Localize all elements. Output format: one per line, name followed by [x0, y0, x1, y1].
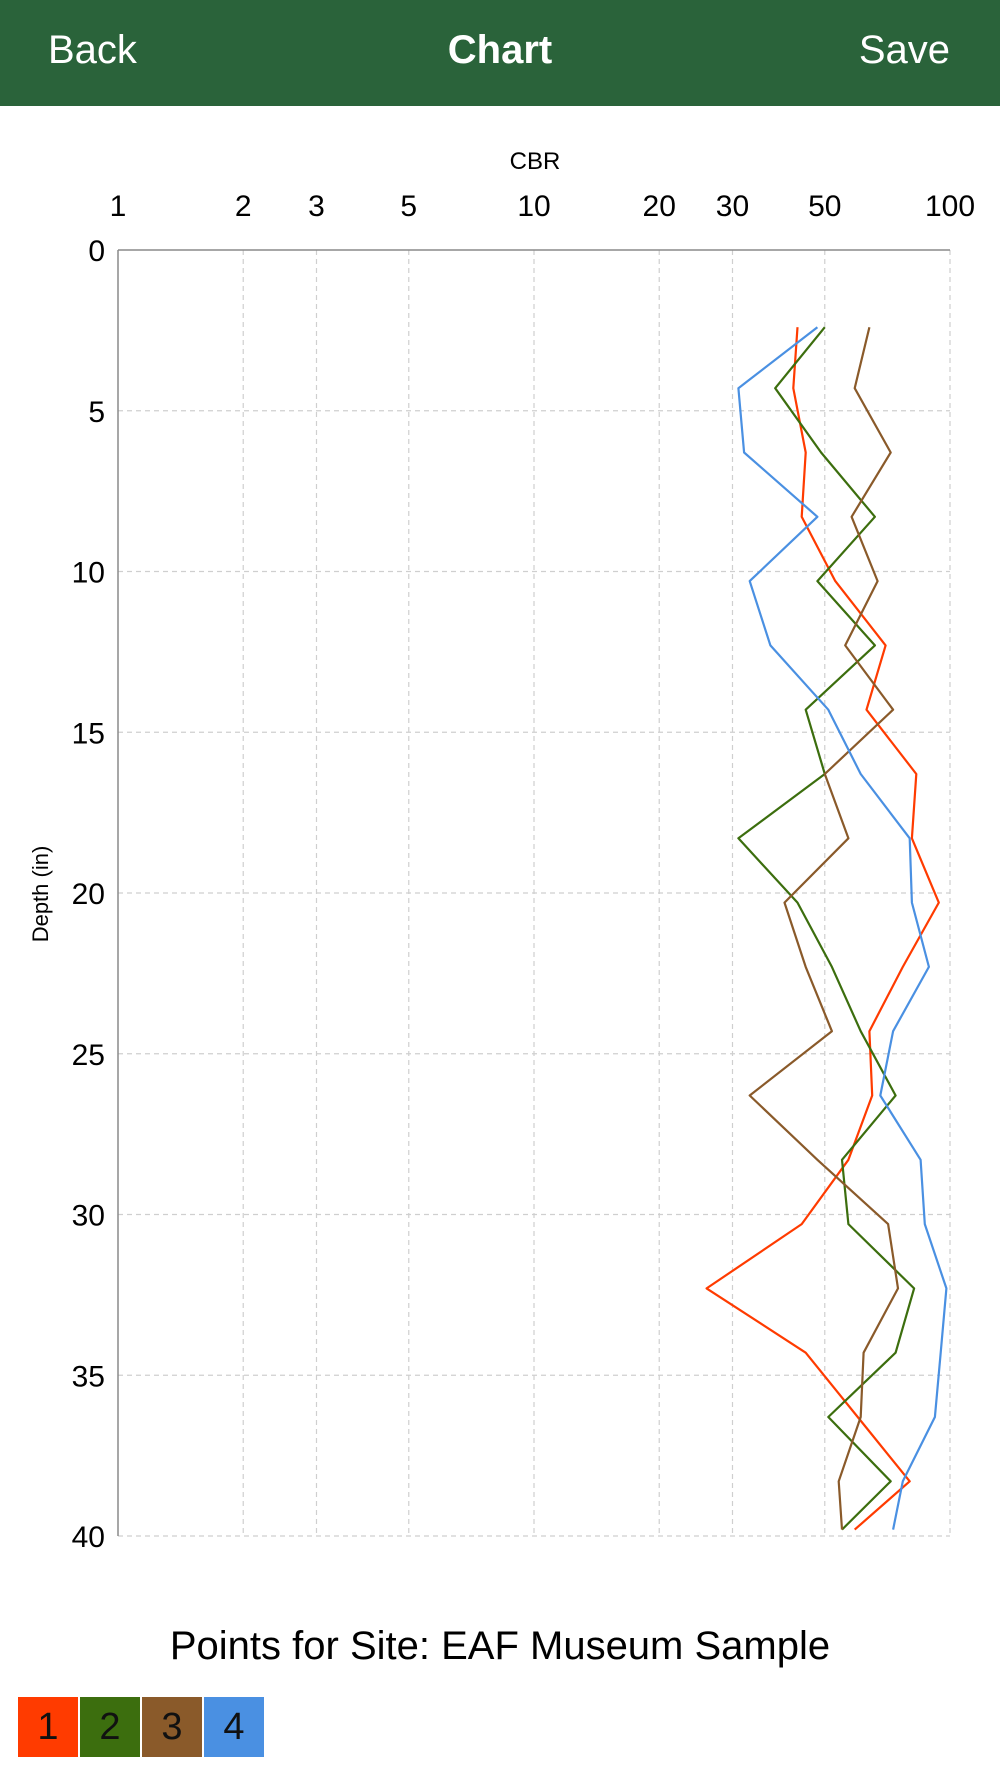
series-line-3	[748, 326, 900, 1530]
navigation-bar: Back Chart Save	[0, 0, 1000, 106]
site-title: Points for Site: EAF Museum Sample	[169, 1624, 831, 1668]
legend-item-4: 4	[204, 1697, 264, 1757]
y-tick-label: 15	[72, 717, 105, 750]
series-line-2	[737, 326, 916, 1531]
legend-item-1: 1	[18, 1697, 78, 1757]
x-tick-label: 100	[925, 190, 975, 223]
series-line-1	[705, 327, 940, 1531]
x-axis-label: CBR	[510, 148, 561, 175]
series-line-4	[737, 326, 948, 1530]
x-tick-label: 5	[400, 190, 417, 223]
y-tick-label: 5	[88, 396, 105, 429]
legend-item-2: 2	[80, 1697, 140, 1757]
x-tick-label: 1	[110, 190, 127, 223]
y-tick-label: 20	[72, 878, 105, 911]
y-tick-label: 30	[72, 1200, 105, 1233]
page-title: Chart	[447, 28, 553, 72]
y-tick-label: 25	[72, 1039, 105, 1072]
y-axis-label: Depth (in)	[28, 846, 53, 943]
x-tick-label: 10	[517, 190, 550, 223]
back-button[interactable]: Back	[48, 28, 137, 72]
y-tick-label: 35	[72, 1360, 105, 1393]
grid	[118, 250, 951, 1537]
save-button[interactable]: Save	[858, 28, 950, 72]
x-tick-label: 20	[643, 190, 676, 223]
x-tick-label: 30	[716, 190, 749, 223]
series-lines	[705, 326, 948, 1531]
x-tick-label: 50	[808, 190, 841, 223]
y-tick-label: 40	[72, 1521, 105, 1554]
x-tick-label: 2	[235, 190, 252, 223]
x-tick-label: 3	[308, 190, 325, 223]
y-tick-label: 0	[88, 235, 105, 268]
y-tick-label: 10	[72, 557, 105, 590]
legend-item-3: 3	[142, 1697, 202, 1757]
